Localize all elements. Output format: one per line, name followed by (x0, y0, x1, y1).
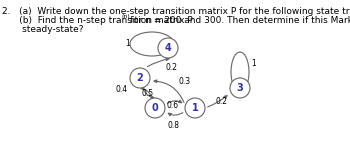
Text: 1: 1 (126, 39, 130, 48)
Text: 4: 4 (164, 43, 172, 53)
Text: 0.8: 0.8 (167, 122, 179, 131)
Text: 1: 1 (252, 59, 256, 68)
Text: 0.3: 0.3 (179, 78, 191, 87)
Text: (b)  Find the n-step transition matrix P: (b) Find the n-step transition matrix P (2, 16, 193, 25)
Text: 2: 2 (136, 73, 144, 83)
Circle shape (130, 68, 150, 88)
Text: 3: 3 (237, 83, 243, 93)
Text: 0.2: 0.2 (216, 98, 228, 107)
Circle shape (158, 38, 178, 58)
Text: steady-state?: steady-state? (2, 25, 84, 34)
Text: (n): (n) (121, 14, 130, 19)
Text: 0.6: 0.6 (167, 102, 179, 111)
Circle shape (230, 78, 250, 98)
Text: for n = 200 and 300. Then determine if this Markov chain has: for n = 200 and 300. Then determine if t… (127, 16, 350, 25)
Text: 0.4: 0.4 (116, 86, 128, 95)
Circle shape (145, 98, 165, 118)
Text: 0.5: 0.5 (142, 90, 154, 99)
Text: 0.2: 0.2 (166, 63, 178, 73)
Circle shape (185, 98, 205, 118)
Text: 1: 1 (192, 103, 198, 113)
Text: 0: 0 (152, 103, 158, 113)
Text: 2.   (a)  Write down the one-step transition matrix P for the following state tr: 2. (a) Write down the one-step transitio… (2, 7, 350, 16)
